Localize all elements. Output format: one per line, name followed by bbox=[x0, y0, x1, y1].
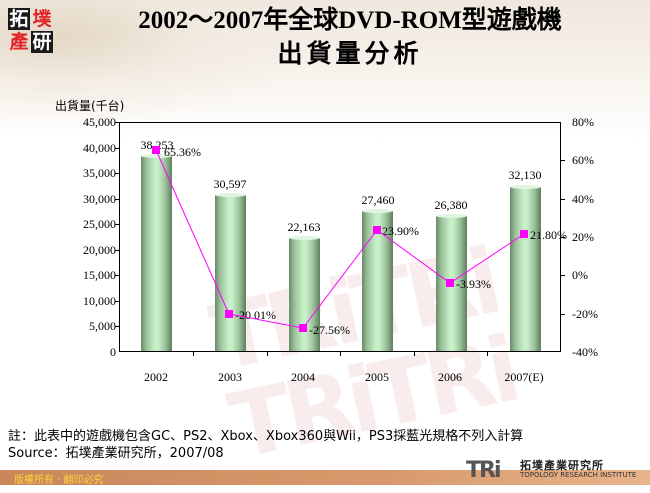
left-tick-label: 40,000 bbox=[83, 141, 116, 155]
left-tick bbox=[115, 173, 120, 174]
brand-name-cn: 拓墣產業研究所 bbox=[520, 459, 604, 472]
left-tick-label: 20,000 bbox=[83, 243, 116, 257]
bar-2002 bbox=[141, 154, 172, 351]
tri-logo: 拓 墣 產 研 bbox=[8, 8, 54, 54]
growth-label: -3.93% bbox=[456, 277, 491, 291]
plot-area: 38,253 30,597 22,163 27,460 26,380 32,13… bbox=[115, 122, 567, 356]
x-tick-label: 2007(E) bbox=[504, 370, 544, 384]
footer-bar: 版權所有 ‧ 翻印必究 bbox=[0, 470, 650, 486]
left-tick bbox=[115, 326, 120, 327]
page-title: 2002～2007年全球DVD-ROM型遊戲機 bbox=[138, 7, 562, 34]
right-tick bbox=[560, 199, 565, 200]
background-map-shade bbox=[0, 0, 300, 120]
left-tick-label: 5,000 bbox=[89, 319, 116, 333]
bar-value-label: 26,380 bbox=[434, 198, 468, 212]
growth-label: 65.36% bbox=[164, 145, 201, 159]
left-tick bbox=[115, 224, 120, 225]
left-tick-label: 45,000 bbox=[83, 115, 116, 129]
x-tick bbox=[267, 351, 268, 356]
right-tick bbox=[560, 237, 565, 238]
logo-char: 研 bbox=[31, 31, 53, 53]
right-tick-label: 40% bbox=[572, 192, 594, 206]
footnote: 註：此表中的遊戲機包含GC、PS2、Xbox、Xbox360與Wii，PS3採藍… bbox=[8, 428, 523, 462]
x-tick bbox=[487, 351, 488, 356]
right-tick-label: 20% bbox=[572, 230, 594, 244]
line-marker bbox=[152, 146, 160, 154]
logo-char: 墣 bbox=[32, 8, 52, 30]
line-marker bbox=[520, 230, 528, 238]
left-tick bbox=[115, 250, 120, 251]
line-marker bbox=[299, 324, 307, 332]
growth-label: -27.56% bbox=[309, 323, 350, 337]
y-axis-label: 出貨量(千台) bbox=[55, 99, 125, 113]
x-tick bbox=[340, 351, 341, 356]
right-tick bbox=[560, 275, 565, 276]
left-tick bbox=[115, 275, 120, 276]
growth-label: 21.80% bbox=[530, 228, 567, 242]
x-tick bbox=[414, 351, 415, 356]
left-tick-label: 10,000 bbox=[83, 294, 116, 308]
growth-label: -20.01% bbox=[235, 308, 276, 322]
left-tick-label: 0 bbox=[110, 345, 116, 359]
x-tick bbox=[193, 351, 194, 356]
page-subtitle: 出貨量分析 bbox=[277, 41, 423, 68]
logo-char: 產 bbox=[9, 31, 29, 53]
right-tick-label: 0% bbox=[572, 268, 588, 282]
left-tick-label: 35,000 bbox=[83, 166, 116, 180]
line-marker bbox=[446, 279, 454, 287]
bar-value-label: 27,460 bbox=[361, 193, 395, 207]
right-tick-label: 60% bbox=[572, 153, 594, 167]
tri-brand-logo: TRi 拓墣產業研究所 TOPOLOGY RESEARCH INSTITUTE bbox=[466, 456, 646, 484]
note-line: 註：此表中的遊戲機包含GC、PS2、Xbox、Xbox360與Wii，PS3採藍… bbox=[8, 429, 524, 444]
left-tick bbox=[115, 301, 120, 302]
bar-2004 bbox=[289, 236, 320, 351]
left-tick-label: 30,000 bbox=[83, 192, 116, 206]
right-tick bbox=[560, 160, 565, 161]
right-tick-label: -20% bbox=[572, 307, 598, 321]
bar-2005 bbox=[362, 209, 393, 351]
x-tick-label: 2005 bbox=[365, 370, 389, 384]
x-tick-label: 2003 bbox=[218, 370, 242, 384]
growth-rate-line bbox=[152, 146, 528, 332]
bar-value-label: 30,597 bbox=[213, 177, 247, 191]
bar-value-label: 22,163 bbox=[287, 220, 321, 234]
bar-2007 bbox=[510, 185, 541, 351]
source-line: Source：拓墣產業研究所，2007/08 bbox=[8, 446, 224, 461]
left-tick bbox=[115, 199, 120, 200]
left-tick bbox=[115, 148, 120, 149]
left-tick-label: 25,000 bbox=[83, 217, 116, 231]
copyright-text: 版權所有 ‧ 翻印必究 bbox=[14, 475, 104, 486]
bar-value-label: 38,253 bbox=[140, 138, 174, 152]
brand-name-en: TOPOLOGY RESEARCH INSTITUTE bbox=[520, 471, 637, 479]
line-marker bbox=[225, 310, 233, 318]
growth-label: 23.90% bbox=[382, 224, 419, 238]
x-tick-label: 2004 bbox=[291, 370, 315, 384]
left-tick-label: 15,000 bbox=[83, 268, 116, 282]
right-tick-label: -40% bbox=[572, 345, 598, 359]
logo-char: 拓 bbox=[8, 8, 30, 30]
left-tick bbox=[115, 122, 120, 123]
right-tick bbox=[560, 314, 565, 315]
x-tick-label: 2006 bbox=[438, 370, 462, 384]
bar-2003 bbox=[215, 193, 246, 351]
x-tick-label: 2002 bbox=[144, 370, 168, 384]
right-tick-label: 80% bbox=[572, 115, 594, 129]
line-marker bbox=[373, 226, 381, 234]
tri-mark: TRi bbox=[466, 458, 501, 483]
bar-value-label: 32,130 bbox=[508, 168, 542, 182]
